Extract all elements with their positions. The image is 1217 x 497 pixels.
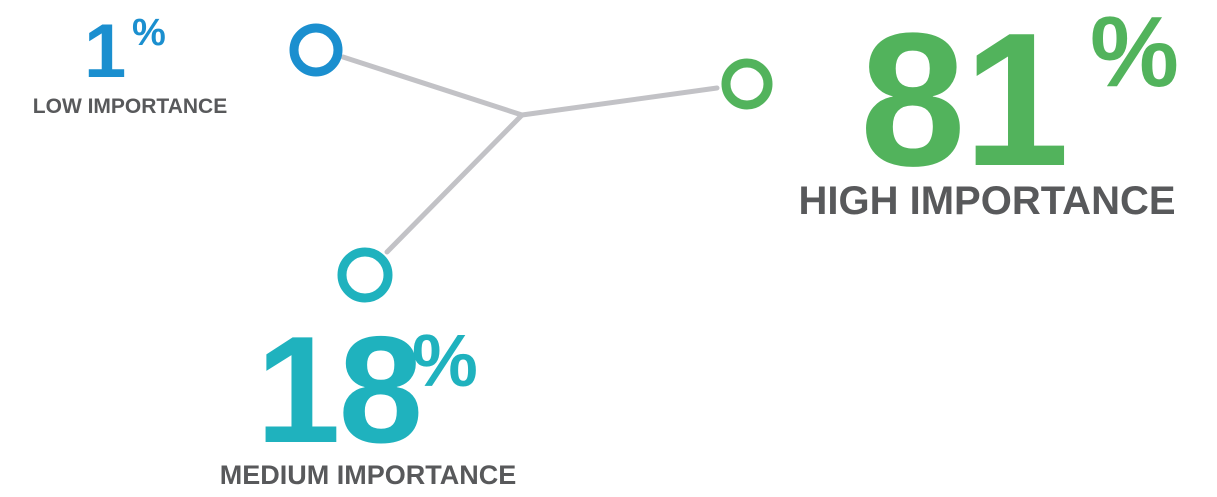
- percent-sign-low: %: [132, 12, 166, 54]
- node-high: [721, 58, 773, 110]
- node-circles: [289, 23, 773, 303]
- value-high: 81: [860, 0, 1067, 206]
- node-medium: [337, 247, 393, 303]
- percent-sign-high: %: [1090, 0, 1179, 108]
- label-low: LOW IMPORTANCE: [33, 95, 227, 118]
- connector-high: [519, 85, 720, 118]
- value-labels: 1 % LOW IMPORTANCE 18% MEDIUM IMPORTANCE 81 % H…: [33, 0, 1179, 490]
- label-medium: MEDIUM IMPORTANCE: [220, 460, 517, 490]
- connector-medium: [384, 112, 525, 255]
- value-medium: 18: [256, 305, 421, 475]
- label-high: HIGH IMPORTANCE: [798, 179, 1175, 223]
- percent-sign-medium: %: [412, 319, 478, 402]
- connector-lines: [340, 54, 720, 255]
- node-low: [289, 23, 343, 77]
- value-low: 1: [84, 9, 125, 94]
- connector-low: [340, 54, 525, 118]
